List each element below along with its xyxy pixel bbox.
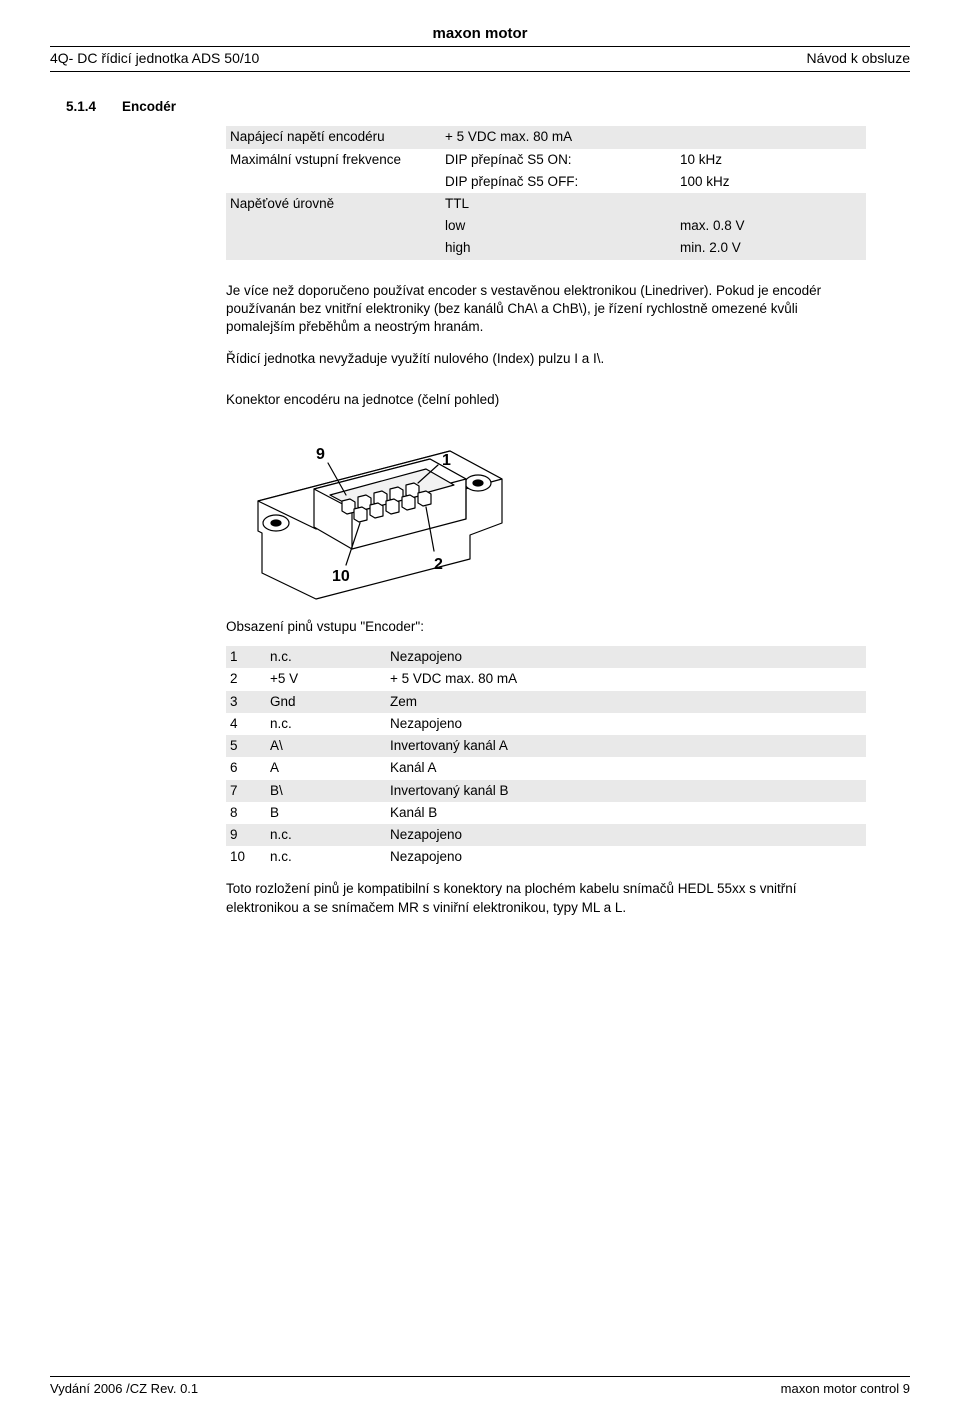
- spec-value: max. 0.8 V: [676, 215, 866, 237]
- pin-num: 2: [226, 668, 266, 690]
- spec-label: Napěťové úrovně: [226, 193, 441, 260]
- spec-value: 10 kHz: [676, 149, 866, 171]
- spec-value: high: [441, 237, 676, 259]
- pin-sig: n.c.: [266, 846, 386, 868]
- pin-num: 3: [226, 691, 266, 713]
- spec-label: Napájecí napětí encodéru: [226, 126, 441, 148]
- pin-num: 7: [226, 780, 266, 802]
- spec-value: TTL: [441, 193, 866, 215]
- spec-label: Maximální vstupní frekvence: [226, 149, 441, 193]
- pin-sig: n.c.: [266, 646, 386, 668]
- connector-title: Konektor encodéru na jednotce (čelní poh…: [226, 391, 910, 409]
- paragraph: Řídicí jednotka nevyžaduje využítí nulov…: [226, 350, 866, 368]
- spec-value: DIP přepínač S5 OFF:: [441, 171, 676, 193]
- pin-desc: Invertovaný kanál A: [386, 735, 866, 757]
- pin-num: 9: [226, 824, 266, 846]
- pin-callout-2: 2: [434, 556, 443, 573]
- pin-num: 1: [226, 646, 266, 668]
- connector-diagram: 9 1 10 2: [220, 423, 910, 608]
- pin-sig: n.c.: [266, 713, 386, 735]
- header-left: 4Q- DC řídicí jednotka ADS 50/10: [50, 49, 259, 68]
- pin-num: 10: [226, 846, 266, 868]
- rule-header-bottom: [50, 71, 910, 72]
- body-text: Je více než doporučeno používat encoder …: [226, 282, 866, 369]
- pin-num: 6: [226, 757, 266, 779]
- section-title: Encodér: [122, 98, 176, 116]
- pin-desc: + 5 VDC max. 80 mA: [386, 668, 866, 690]
- spec-table: Napájecí napětí encodéru + 5 VDC max. 80…: [226, 126, 866, 259]
- spec-value: DIP přepínač S5 ON:: [441, 149, 676, 171]
- pin-desc: Kanál B: [386, 802, 866, 824]
- pin-desc: Nezapojeno: [386, 846, 866, 868]
- pin-callout-9: 9: [316, 446, 325, 463]
- pin-callout-10: 10: [332, 568, 350, 585]
- header-right: Návod k obsluze: [806, 49, 910, 68]
- pin-table: 1n.c.Nezapojeno 2+5 V+ 5 VDC max. 80 mA …: [226, 646, 866, 868]
- pin-sig: Gnd: [266, 691, 386, 713]
- pin-sig: B: [266, 802, 386, 824]
- pins-title: Obsazení pinů vstupu "Encoder":: [226, 618, 910, 636]
- spec-value: 100 kHz: [676, 171, 866, 193]
- pin-desc: Zem: [386, 691, 866, 713]
- pin-num: 8: [226, 802, 266, 824]
- footer-left: Vydání 2006 /CZ Rev. 0.1: [50, 1380, 198, 1398]
- pin-sig: B\: [266, 780, 386, 802]
- pin-sig: A: [266, 757, 386, 779]
- pin-sig: n.c.: [266, 824, 386, 846]
- brand-title: maxon motor: [50, 24, 910, 44]
- pin-desc: Invertovaný kanál B: [386, 780, 866, 802]
- pin-num: 5: [226, 735, 266, 757]
- pin-callout-1: 1: [442, 452, 451, 469]
- spec-value: min. 2.0 V: [676, 237, 866, 259]
- footer-right: maxon motor control 9: [781, 1380, 910, 1398]
- paragraph: Je více než doporučeno používat encoder …: [226, 282, 866, 337]
- spec-value: + 5 VDC max. 80 mA: [441, 126, 866, 148]
- pin-desc: Nezapojeno: [386, 646, 866, 668]
- footnote: Toto rozložení pinů je kompatibilní s ko…: [226, 880, 866, 916]
- pin-num: 4: [226, 713, 266, 735]
- pin-desc: Kanál A: [386, 757, 866, 779]
- pin-sig: A\: [266, 735, 386, 757]
- pin-sig: +5 V: [266, 668, 386, 690]
- pin-desc: Nezapojeno: [386, 713, 866, 735]
- section-number: 5.1.4: [66, 98, 122, 116]
- spec-value: low: [441, 215, 676, 237]
- pin-desc: Nezapojeno: [386, 824, 866, 846]
